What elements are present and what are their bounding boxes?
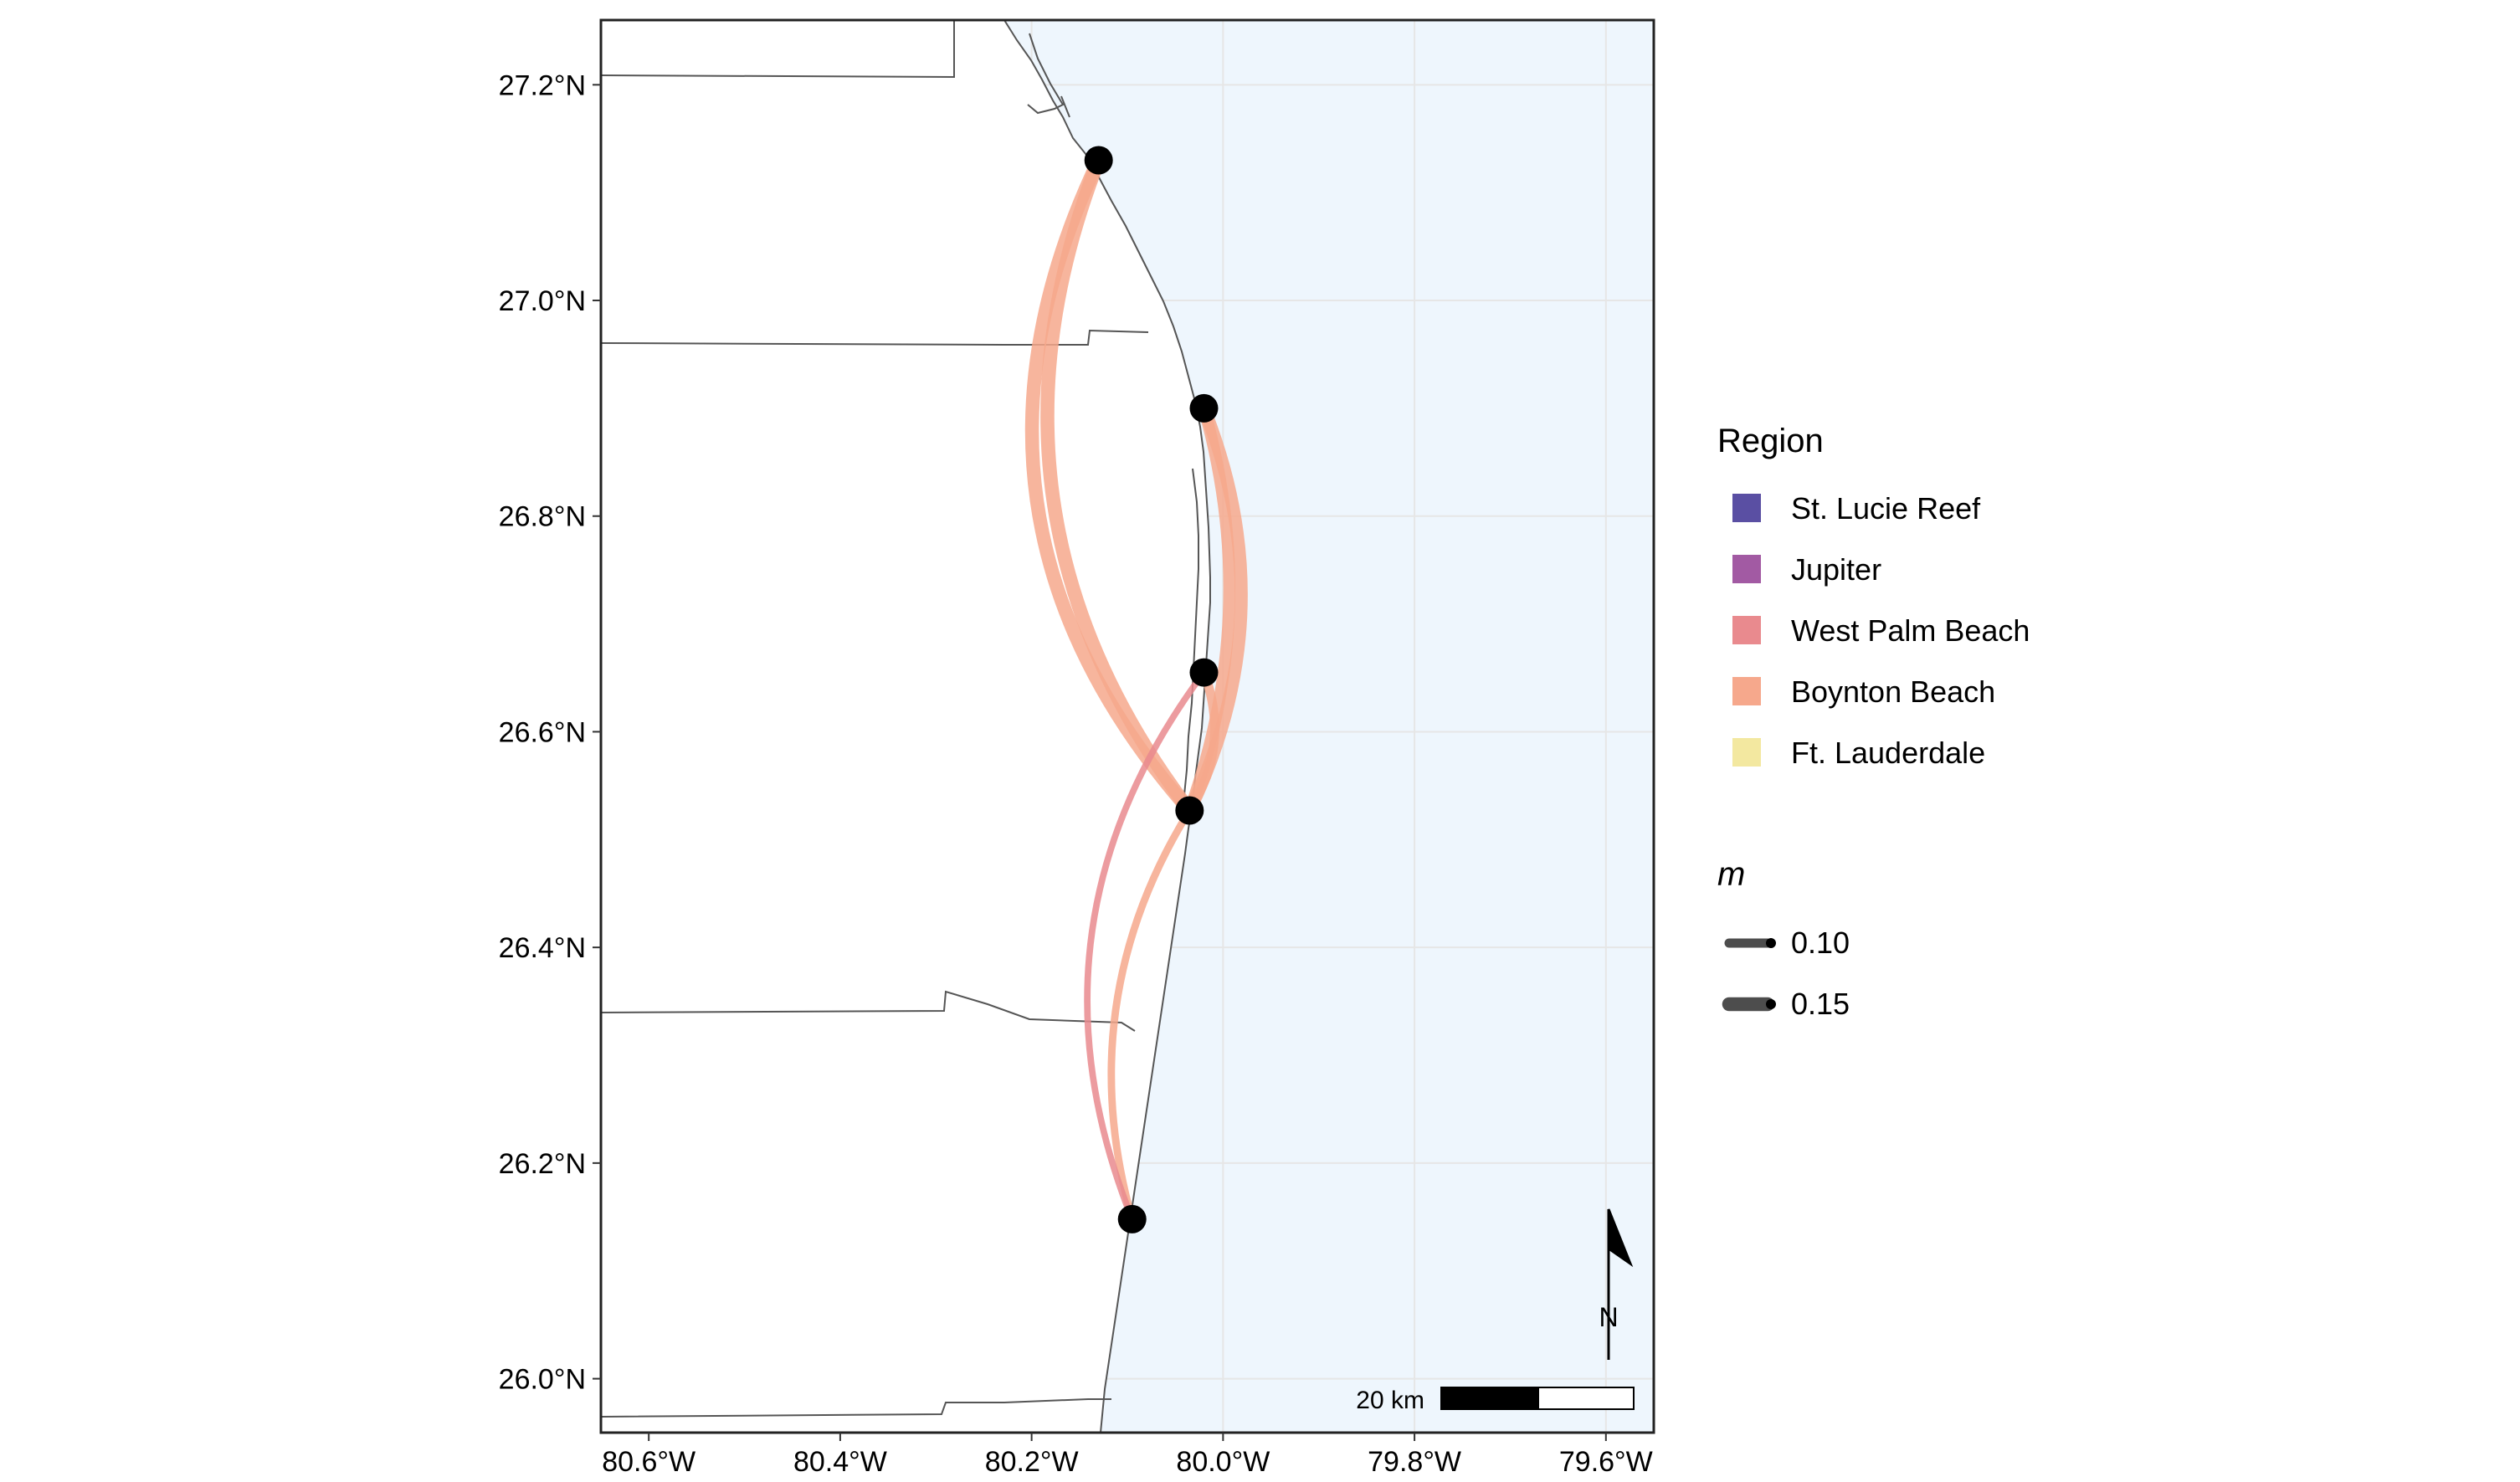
barrier-island-lines xyxy=(1027,33,1199,804)
legend-region-swatch xyxy=(1732,555,1761,583)
connectivity-arc xyxy=(1107,807,1193,1223)
legend-region-title: Region xyxy=(1717,423,1824,459)
y-tick-label: 27.2°N xyxy=(499,69,586,101)
florida-land xyxy=(601,20,1211,1433)
connectivity-arc xyxy=(1183,402,1235,817)
legend-region-entries: St. Lucie Reef Jupiter West Palm Beach Boyn… xyxy=(1732,491,2030,770)
legend-region-label: Ft. Lauderdale xyxy=(1791,736,1985,770)
legend-m-title: m xyxy=(1717,856,1745,893)
site-marker xyxy=(1189,393,1219,423)
scale-bar: 20 km xyxy=(1356,1387,1635,1414)
legend-m-arrowhead xyxy=(1766,999,1776,1009)
site-markers xyxy=(1084,146,1219,1233)
site-marker xyxy=(1117,1204,1147,1233)
legend-region-swatch xyxy=(1732,616,1761,644)
y-tick-label: 26.4°N xyxy=(499,932,586,964)
site-marker xyxy=(1084,146,1113,175)
north-label: N xyxy=(1599,1302,1618,1332)
legend-region-swatch xyxy=(1732,494,1761,522)
y-tick-label: 27.0°N xyxy=(499,285,586,317)
county-boundaries xyxy=(601,20,1149,1418)
legend-region-swatch xyxy=(1732,738,1761,767)
connectivity-arc xyxy=(1184,668,1219,816)
legend-region-label: Jupiter xyxy=(1791,552,1881,587)
north-arrow-icon xyxy=(1607,1208,1634,1360)
legend-m-arrowhead xyxy=(1766,938,1776,948)
x-tick-label: 79.8°W xyxy=(1368,1446,1461,1478)
legend-region-label: West Palm Beach xyxy=(1791,613,2030,648)
scale-bar-label: 20 km xyxy=(1356,1387,1424,1414)
scale-bar-black-segment xyxy=(1440,1387,1539,1410)
x-tick-label: 80.2°W xyxy=(985,1446,1079,1478)
x-tick-label: 80.6°W xyxy=(602,1446,695,1478)
legend-region-label: St. Lucie Reef xyxy=(1791,491,1981,526)
site-marker xyxy=(1175,796,1204,825)
legend-region-swatch xyxy=(1732,677,1761,705)
y-tick-label: 26.2°N xyxy=(499,1148,586,1180)
legend: Region St. Lucie Reef Jupiter West Palm Be… xyxy=(1717,423,2030,1021)
legend-m-label: 0.15 xyxy=(1791,987,1850,1021)
y-tick-label: 26.6°N xyxy=(499,716,586,748)
legend-m-label: 0.10 xyxy=(1791,926,1850,960)
y-tick-label: 26.8°N xyxy=(499,501,586,533)
connectivity-arc xyxy=(1084,669,1208,1223)
map-panel-border xyxy=(599,18,1655,1434)
legend-m-entries: 0.10 0.15 xyxy=(1722,926,1850,1021)
connectivity-arc xyxy=(1024,153,1197,818)
x-tick-label: 79.6°W xyxy=(1559,1446,1653,1478)
connectivity-arc xyxy=(1040,153,1197,818)
axis-ticks: 80.6°W 80.4°W 80.2°W 80.0°W 79.8°W 79.6°W 27.2… xyxy=(499,69,1653,1478)
north-arrow: N xyxy=(1599,1208,1634,1360)
site-marker xyxy=(1189,658,1219,687)
scale-bar-white-segment xyxy=(1537,1387,1635,1410)
x-tick-label: 80.0°W xyxy=(1176,1446,1270,1478)
connectivity-arcs xyxy=(1024,153,1248,1223)
legend-region-label: Boynton Beach xyxy=(1791,674,1995,709)
y-tick-label: 26.0°N xyxy=(499,1364,586,1396)
x-tick-label: 80.4°W xyxy=(793,1446,887,1478)
